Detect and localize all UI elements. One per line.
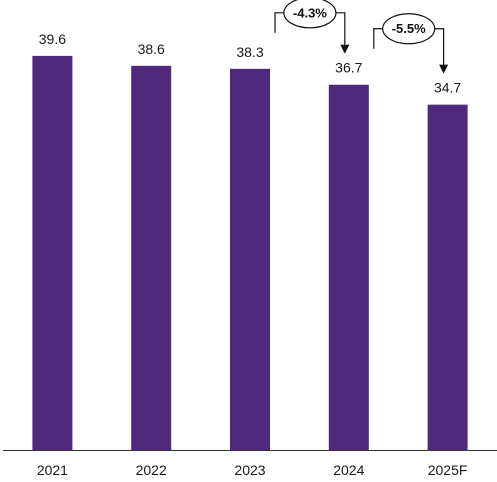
x-tick-label-2024: 2024 — [333, 462, 364, 478]
value-label-2023: 38.3 — [236, 44, 263, 60]
x-tick-label-2021: 2021 — [37, 462, 68, 478]
bar-2021 — [32, 55, 73, 451]
value-label-2024: 36.7 — [335, 60, 362, 76]
bar-2024 — [328, 84, 369, 451]
bar-2022 — [131, 65, 172, 451]
value-labels-group: 39.6 38.6 38.3 36.7 34.7 — [39, 31, 462, 96]
annotation-bubble-minus-4-3pct — [283, 0, 337, 29]
value-label-2021: 39.6 — [39, 31, 66, 47]
value-label-2022: 38.6 — [138, 41, 165, 57]
value-label-2025f: 34.7 — [434, 80, 461, 96]
bar-2023 — [230, 68, 270, 451]
annotation-text-minus-5-5pct: -5.5% — [392, 21, 426, 36]
x-tick-label-2023: 2023 — [234, 462, 265, 478]
annotation-text-minus-4-3pct: -4.3% — [293, 5, 327, 20]
annotation-arrowhead-minus-4-3pct — [340, 44, 350, 54]
change-annotations-group: -4.3% -5.5% — [274, 0, 449, 74]
x-tick-labels-group: 2021 2022 2023 2024 2025F — [37, 462, 468, 478]
annotation-arrowhead-minus-5-5pct — [439, 64, 449, 74]
bars-group — [32, 55, 468, 451]
annotation-bubble-minus-5-5pct — [382, 13, 436, 45]
bar-2025f — [427, 104, 468, 451]
x-tick-label-2025f: 2025F — [428, 462, 468, 478]
x-tick-label-2022: 2022 — [136, 462, 167, 478]
